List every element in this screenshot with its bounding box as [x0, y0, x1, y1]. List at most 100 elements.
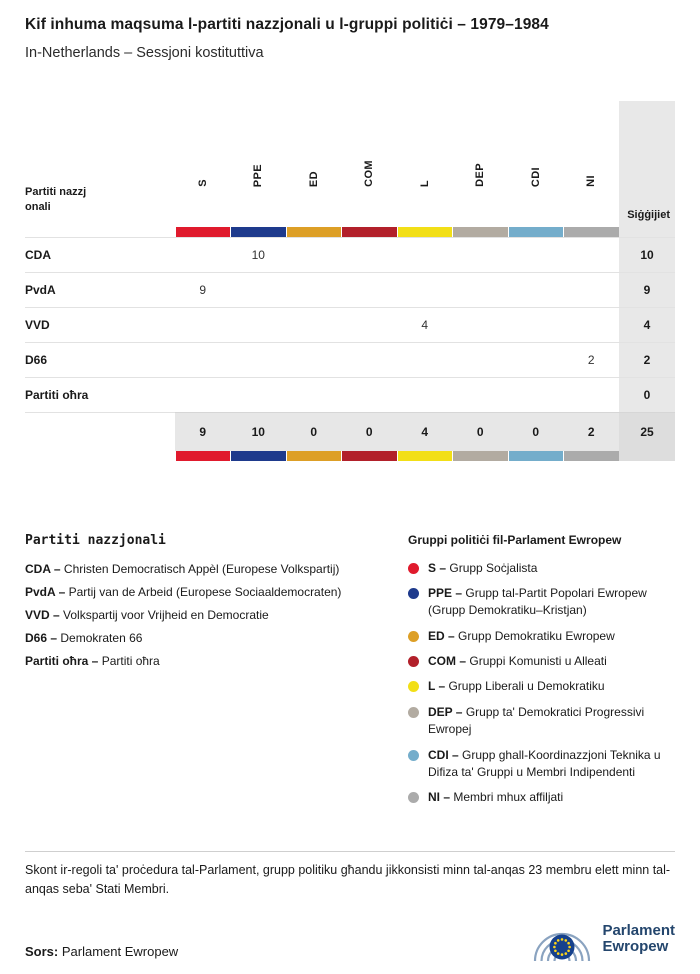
legend-parties: Partiti nazzjonali CDA – Christen Democr…: [25, 533, 408, 815]
legend-parties-heading: Partiti nazzjonali: [25, 532, 166, 548]
group-color-bar-row: [25, 227, 675, 238]
legend-party-item: Partiti oħra – Partiti oħra: [25, 653, 160, 668]
cell-value: [563, 307, 619, 343]
row-header-label: Partiti nazzjonali: [25, 186, 87, 214]
group-color-bar: [453, 450, 508, 461]
legend-party-item: PvdA – Partij van de Arbeid (Europese So…: [25, 584, 342, 599]
legend-party-item: CDA – Christen Democratisch Appèl (Europ…: [25, 561, 340, 576]
group-color-dot: [408, 749, 419, 761]
party-name: Partiti oħra: [25, 377, 175, 413]
cell-value: [452, 272, 508, 308]
total-value: 0: [508, 412, 564, 451]
group-color-bar: [564, 450, 619, 461]
group-color-dot: [408, 792, 419, 804]
party-name: VVD: [25, 307, 175, 343]
table-header-row: Partiti nazzjonali S PPE ED COM L DEP CD…: [25, 101, 675, 227]
group-color-bar: [286, 227, 341, 237]
cell-value: [563, 377, 619, 413]
total-value: 10: [230, 412, 286, 451]
cell-value: 4: [397, 307, 453, 343]
cell-value: [452, 342, 508, 378]
cell-value: [397, 237, 453, 273]
cell-value: [286, 272, 342, 308]
cell-value: [341, 307, 397, 343]
cell-value: [175, 377, 231, 413]
party-name: D66: [25, 342, 175, 378]
divider: [25, 850, 675, 852]
cell-value: 10: [230, 237, 286, 273]
group-color-bar: [175, 227, 230, 237]
table-row-d66: D66 2 2: [25, 342, 675, 378]
group-color-bar: [508, 450, 563, 461]
column-header-s: S: [196, 179, 209, 187]
table-row-cda: CDA 10 10: [25, 237, 675, 273]
party-name: CDA: [25, 237, 175, 273]
cell-value: [230, 377, 286, 413]
legend-groups: Gruppi politiċi fil-Parlament Ewropew S …: [408, 533, 675, 815]
total-value: 0: [341, 412, 397, 451]
group-color-dot: [408, 656, 419, 668]
cell-value: [341, 272, 397, 308]
group-color-dot: [408, 630, 419, 642]
legend-groups-heading: Gruppi politiċi fil-Parlament Ewropew: [408, 532, 622, 547]
legend-party-item: VVD – Volkspartij voor Vrijheid en Democ…: [25, 607, 269, 622]
cell-value: [230, 342, 286, 378]
seats-value: 2: [619, 342, 675, 378]
column-header-seats: Siġġijiet: [619, 101, 675, 227]
seats-value: 9: [619, 272, 675, 308]
total-value: 4: [397, 412, 453, 451]
source: Sors: Parlament Ewropew: [25, 944, 179, 960]
group-color-dot: [408, 706, 419, 718]
legend-group-item: COM – Gruppi Komunisti u Alleati: [408, 653, 675, 670]
group-color-bar: [286, 450, 341, 461]
page-subtitle: In-Netherlands – Sessjoni kostituttiva: [25, 45, 264, 61]
group-color-bar: [397, 450, 452, 461]
cell-value: [508, 342, 564, 378]
parliament-logo: Parlament Ewropew: [530, 916, 675, 962]
column-header-com: COM: [363, 160, 376, 187]
seats-value: 10: [619, 237, 675, 273]
group-color-bar: [453, 227, 508, 237]
legend-group-item: PPE – Grupp tal-Partit Popolari Ewropew …: [408, 585, 675, 620]
cell-value: [286, 237, 342, 273]
table-row-pvda: PvdA 9 9: [25, 272, 675, 308]
cell-value: [397, 377, 453, 413]
cell-value: [175, 342, 231, 378]
table-row-vvd: VVD 4 4: [25, 307, 675, 343]
legend-group-item: DEP – Grupp ta' Demokratici Progressivi …: [408, 704, 675, 739]
group-color-bar: [397, 227, 452, 237]
column-header-ppe: PPE: [252, 163, 265, 187]
group-color-dot: [408, 587, 419, 599]
eu-flag-icon: [549, 934, 575, 960]
cell-value: [286, 307, 342, 343]
column-header-l: L: [418, 179, 431, 187]
cell-value: [508, 272, 564, 308]
cell-value: [452, 237, 508, 273]
total-value: 0: [286, 412, 342, 451]
cell-value: [508, 307, 564, 343]
cell-value: [230, 307, 286, 343]
page-title: Kif inhuma maqsuma l-partiti nazzjonali …: [25, 16, 549, 33]
column-header-dep: DEP: [474, 163, 487, 187]
cell-value: [452, 377, 508, 413]
seats-value: 0: [619, 377, 675, 413]
cell-value: [286, 377, 342, 413]
cell-value: [341, 377, 397, 413]
party-name: PvdA: [25, 272, 175, 308]
cell-value: [508, 377, 564, 413]
column-header-cdi: CDI: [529, 166, 542, 187]
footer: Sors: Parlament Ewropew: [25, 916, 675, 962]
table-row-partiti-ohra: Partiti oħra 0: [25, 377, 675, 413]
cell-value: [563, 272, 619, 308]
legend-group-item: S – Grupp Soċjalista: [408, 560, 675, 577]
hemicycle-icon: [534, 933, 591, 962]
group-color-bar-row-bottom: [25, 450, 675, 461]
group-color-bar: [508, 227, 563, 237]
cell-value: [230, 272, 286, 308]
column-header-ni: NI: [585, 175, 598, 187]
group-color-bar: [342, 450, 397, 461]
cell-value: [341, 342, 397, 378]
legend-group-item: NI – Membri mhux affiljati: [408, 789, 675, 806]
total-value: 9: [175, 412, 231, 451]
column-header-ed: ED: [307, 170, 320, 187]
